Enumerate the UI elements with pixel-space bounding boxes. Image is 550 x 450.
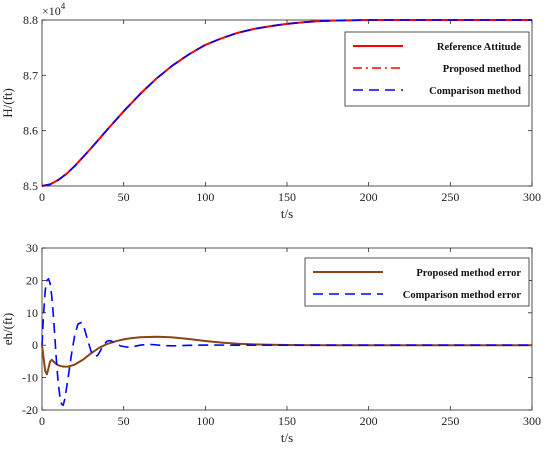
legend-label: Proposed method error (416, 268, 521, 279)
x-axis-label: t/s (281, 206, 293, 221)
y-tick-label: 8.7 (23, 68, 38, 82)
chart-panel-2: 0 50 100 150 200 250 300 -20 -10 0 10 20 30 t/s eh/(ft… (0, 241, 541, 445)
x-tick-label: 150 (278, 190, 296, 204)
y-tick-label: 0 (32, 338, 38, 352)
legend-box (344, 31, 530, 107)
x-tick-label: 50 (118, 414, 130, 428)
y-tick-label: 20 (26, 273, 38, 287)
x-tick-label: 50 (118, 190, 130, 204)
legend-label: Proposed method (443, 64, 521, 75)
y-axis-label: H/(ft) (0, 88, 15, 118)
y-axis-label: eh/(ft) (0, 313, 15, 345)
chart-panel-1: 0 50 100 150 200 250 300 8.5 8.6 8.7 8.8 t/s H/(ft) ×… (0, 1, 541, 221)
legend-box (304, 257, 530, 307)
y-tick-label: 8.6 (23, 124, 38, 138)
x-tick-label: 300 (523, 414, 541, 428)
legend: Reference Attitude Proposed method Compari… (344, 31, 530, 107)
y-tick-label: 8.5 (23, 179, 38, 193)
series-line-2 (41, 277, 532, 406)
y-tick-label: -10 (22, 371, 38, 385)
legend-label: Comparison method (429, 86, 521, 97)
legend: Proposed method error Comparison method e… (304, 257, 530, 307)
y-tick-label: 30 (26, 241, 38, 255)
x-tick-label: 0 (39, 190, 45, 204)
x-tick-label: 250 (441, 414, 459, 428)
y-tick-label: 10 (26, 306, 38, 320)
series-line-2 (41, 19, 532, 187)
axis-multiplier: ×104 (42, 1, 66, 18)
y-tick-label: -20 (22, 403, 38, 417)
x-tick-label: 200 (360, 190, 378, 204)
y-tick-label: 8.8 (23, 13, 38, 27)
x-tick-label: 300 (523, 190, 541, 204)
x-tick-label: 250 (441, 190, 459, 204)
x-tick-label: 200 (360, 414, 378, 428)
x-tick-label: 150 (278, 414, 296, 428)
x-axis-label: t/s (281, 430, 293, 445)
x-tick-label: 100 (196, 414, 214, 428)
legend-label: Comparison method error (403, 290, 522, 301)
series-line-3 (41, 19, 532, 187)
x-tick-label: 100 (196, 190, 214, 204)
legend-label: Reference Attitude (437, 42, 521, 53)
series-line-1 (41, 335, 532, 376)
x-tick-label: 0 (39, 414, 45, 428)
